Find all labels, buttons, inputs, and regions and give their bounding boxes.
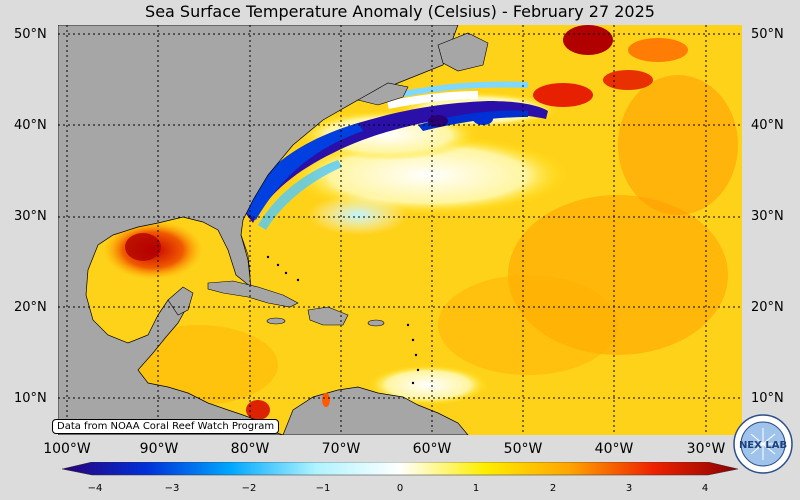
lat-label-30n-right: 30°N	[751, 209, 784, 224]
logo-text: NEX LAB	[739, 440, 787, 451]
data-credit: Data from NOAA Coral Reef Watch Program	[52, 419, 280, 434]
lat-label-30n-left: 30°N	[14, 209, 47, 224]
lon-label-90w: 90°W	[139, 441, 179, 457]
lon-label-50w: 50°W	[503, 441, 543, 457]
lon-label-40w: 40°W	[594, 441, 634, 457]
lat-label-40n-right: 40°N	[751, 118, 784, 133]
lon-label-30w: 30°W	[686, 441, 726, 457]
lon-label-100w: 100°W	[43, 441, 91, 457]
lon-label-80w: 80°W	[230, 441, 270, 457]
lat-label-20n-right: 20°N	[751, 300, 784, 315]
colorbar-tick-4: 4	[701, 483, 709, 494]
lon-label-70w: 70°W	[321, 441, 361, 457]
colorbar-tick-1: 1	[472, 483, 480, 494]
colorbar-tick-neg2: −2	[241, 483, 257, 494]
colorbar-tick-3: 3	[625, 483, 633, 494]
colorbar-tick-neg1: −1	[315, 483, 331, 494]
colorbar-tick-0: 0	[396, 483, 404, 494]
colorbar-tick-2: 2	[549, 483, 557, 494]
lat-label-20n-left: 20°N	[14, 300, 47, 315]
gulf-stream-cold-band	[243, 81, 548, 230]
map-title: Sea Surface Temperature Anomaly (Celsius…	[145, 2, 655, 21]
north-atlantic-anomalies	[533, 25, 688, 107]
lat-label-40n-left: 40°N	[14, 118, 47, 133]
nexlab-logo: NEX LAB	[733, 414, 793, 474]
lon-label-60w: 60°W	[412, 441, 452, 457]
colorbar-tick-neg3: −3	[164, 483, 180, 494]
lat-label-50n-right: 50°N	[751, 27, 784, 42]
sst-anomaly-map	[58, 25, 742, 435]
lat-label-10n-left: 10°N	[14, 391, 47, 406]
lat-label-10n-right: 10°N	[751, 391, 784, 406]
colorbar-tick-neg4: −4	[87, 483, 103, 494]
graticule	[58, 25, 742, 435]
colorbar	[62, 462, 738, 476]
lat-label-50n-left: 50°N	[14, 27, 47, 42]
land-masses	[58, 25, 489, 435]
